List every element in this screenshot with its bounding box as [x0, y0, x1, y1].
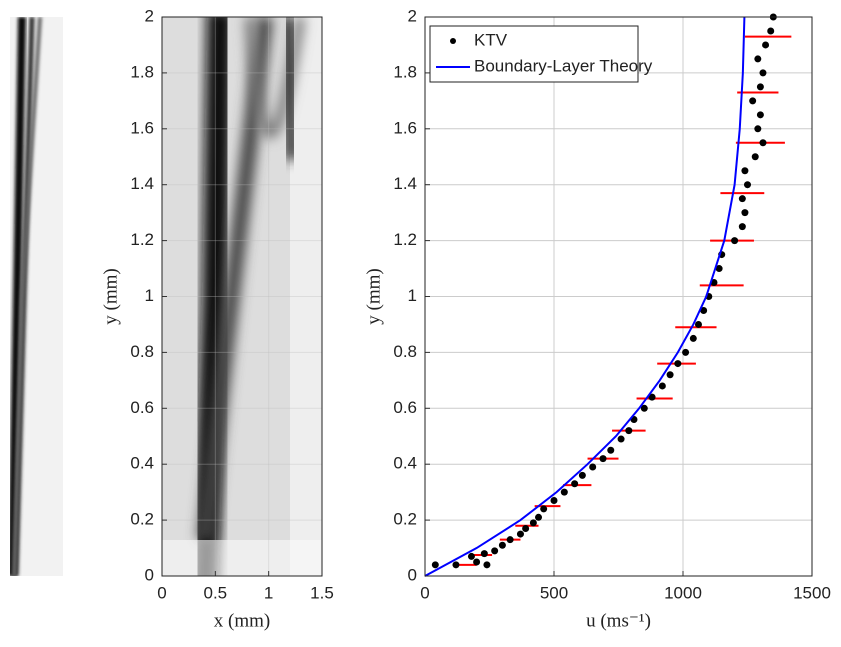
ktv-point [754, 55, 762, 63]
y-tick-label: 1.4 [130, 174, 154, 193]
y-tick-label: 0.2 [130, 510, 154, 529]
ktv-point [535, 513, 543, 521]
ktv-point [759, 139, 767, 147]
ktv-point [506, 536, 514, 544]
x-tick-label: 500 [540, 583, 568, 602]
y-tick-label: 0.6 [393, 398, 417, 417]
y-tick-label: 2 [145, 6, 154, 25]
ktv-point [731, 237, 739, 245]
ktv-point [491, 547, 499, 555]
x-tick-label: 1500 [793, 583, 831, 602]
y-tick-label: 0.8 [393, 342, 417, 361]
ktv-point [749, 97, 757, 105]
y-tick-label: 1.6 [393, 118, 417, 137]
ktv-point [751, 153, 759, 161]
y-tick-label: 0 [408, 565, 417, 584]
ktv-point [756, 83, 764, 91]
x-tick-label: 0.5 [204, 583, 228, 602]
x-tick-label: 0 [157, 583, 166, 602]
ktv-point [682, 348, 690, 356]
ktv-point [744, 181, 751, 189]
ktv-point [666, 371, 674, 379]
ktv-point [767, 27, 775, 35]
legend-label: KTV [474, 30, 508, 49]
ktv-point [571, 480, 579, 488]
ktv-point [529, 519, 537, 527]
shadowgraph-image [162, 17, 322, 576]
y-tick-label: 1.4 [393, 174, 417, 193]
y-axis-label: y (mm) [100, 268, 121, 324]
ktv-point [578, 471, 586, 479]
strip-image [10, 17, 63, 576]
ktv-point [640, 404, 648, 412]
ktv-point [689, 334, 697, 342]
ktv-point [754, 125, 762, 133]
y-tick-label: 1.2 [130, 230, 154, 249]
ktv-point [473, 558, 481, 566]
theory-line [424, 16, 746, 577]
ktv-point [738, 223, 746, 231]
x-tick-label: 0 [420, 583, 429, 602]
ktv-point [700, 306, 708, 314]
ktv-point [560, 488, 568, 496]
ktv-point [759, 69, 767, 77]
ktv-point [498, 541, 506, 549]
y-tick-label: 0.2 [393, 510, 417, 529]
y-tick-label: 0.4 [393, 454, 417, 473]
ktv-point [550, 497, 558, 505]
ktv-point [483, 561, 491, 569]
ktv-point [715, 265, 723, 273]
ktv-point [467, 552, 475, 560]
ktv-point [599, 455, 607, 463]
ktv-point [589, 463, 597, 471]
ktv-point [617, 435, 625, 443]
ktv-point [522, 524, 530, 532]
ktv-point [431, 561, 439, 569]
ktv-point [607, 446, 615, 454]
x-tick-label: 1.5 [310, 583, 334, 602]
y-axis-label: y (mm) [363, 268, 384, 324]
x-tick-label: 1 [264, 583, 273, 602]
axes-box [424, 16, 813, 577]
y-tick-label: 2 [408, 6, 417, 25]
ktv-point [741, 209, 749, 217]
y-tick-label: 1.8 [393, 62, 417, 81]
x-axis-label: u (ms⁻¹) [586, 610, 651, 631]
legend-dot [450, 38, 456, 44]
ktv-point [540, 505, 548, 513]
y-tick-label: 1 [408, 286, 417, 305]
ktv-point [516, 530, 524, 538]
ktv-point [756, 111, 764, 119]
ktv-point [674, 360, 682, 368]
y-tick-label: 0.4 [130, 454, 154, 473]
x-axis-label: x (mm) [214, 610, 270, 631]
axes-box [161, 16, 323, 577]
ktv-point [762, 41, 770, 49]
ktv-point [648, 393, 656, 401]
y-tick-label: 1.6 [130, 118, 154, 137]
legend-label: Boundary-Layer Theory [474, 56, 653, 75]
x-tick-label: 1000 [664, 583, 702, 602]
y-tick-label: 0.6 [130, 398, 154, 417]
ktv-point [452, 561, 460, 569]
y-tick-label: 1.8 [130, 62, 154, 81]
ktv-point [694, 320, 702, 328]
legend-box [429, 25, 639, 83]
y-tick-label: 0 [145, 565, 154, 584]
ktv-point [480, 550, 488, 558]
y-tick-label: 1.2 [393, 230, 417, 249]
ktv-point [625, 427, 633, 435]
y-tick-label: 0.8 [130, 342, 154, 361]
ktv-point [658, 382, 666, 390]
ktv-point [738, 195, 746, 203]
ktv-point [741, 167, 749, 175]
y-tick-label: 1 [145, 286, 154, 305]
